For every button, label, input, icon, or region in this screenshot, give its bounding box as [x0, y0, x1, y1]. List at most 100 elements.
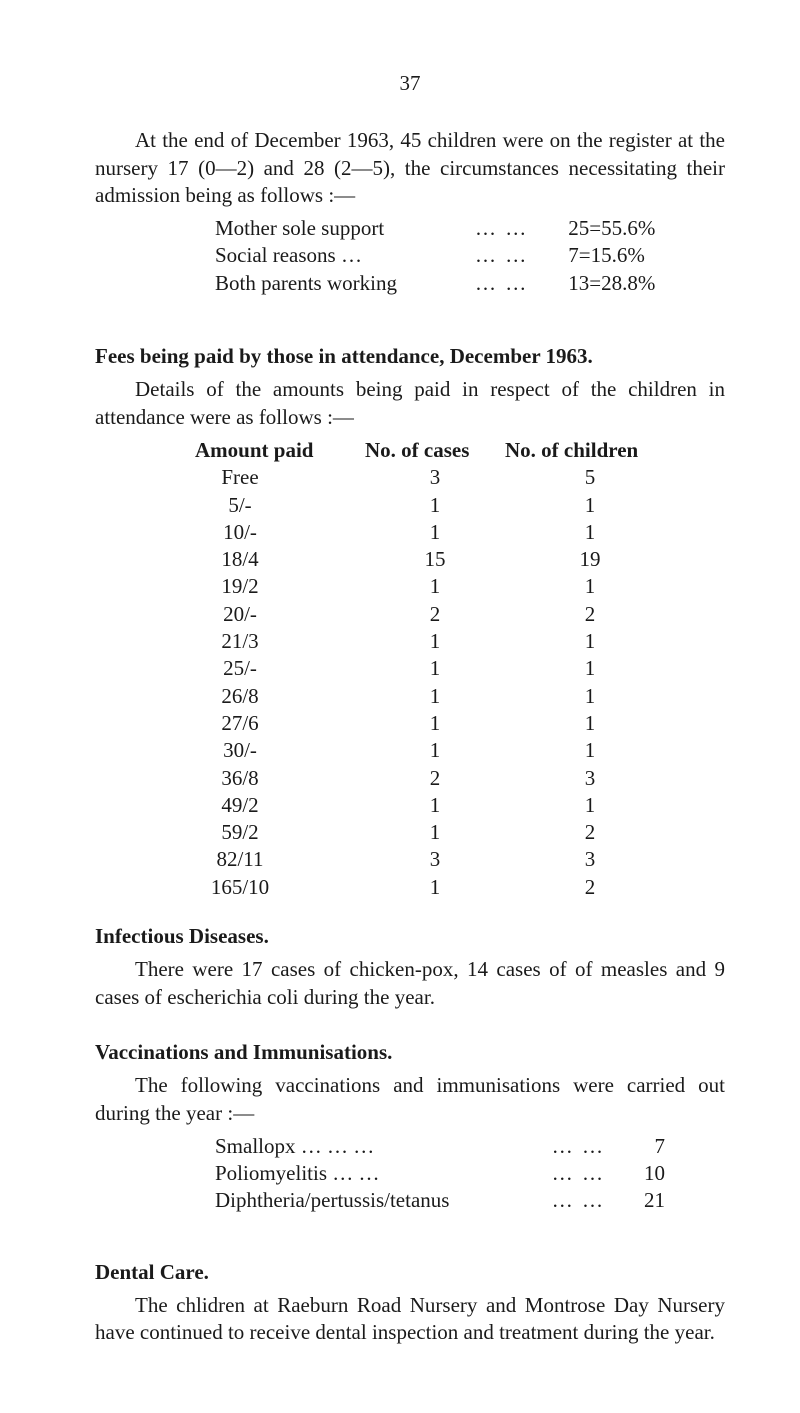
fees-table: Amount paid No. of cases No. of children… [195, 437, 725, 901]
table-row: 26/811 [195, 683, 725, 710]
table-row: 18/41519 [195, 546, 725, 573]
circ-value: 13=28.8% [568, 270, 655, 297]
list-item: Smallopx … … …… …7 [215, 1133, 725, 1160]
cell-amount: 27/6 [195, 710, 365, 737]
cell-amount: 5/- [195, 492, 365, 519]
intro-paragraph: At the end of December 1963, 45 children… [95, 127, 725, 209]
cell-amount: 25/- [195, 655, 365, 682]
cell-cases: 1 [365, 737, 505, 764]
page-number: 37 [95, 70, 725, 97]
vacc-label: Smallopx … … … [215, 1133, 505, 1160]
circ-value: 7=15.6% [568, 242, 645, 269]
cell-amount: 30/- [195, 737, 365, 764]
cell-children: 1 [505, 573, 675, 600]
cell-children: 19 [505, 546, 675, 573]
col-header-amount: Amount paid [195, 437, 365, 464]
table-row: 10/-11 [195, 519, 725, 546]
vacc-value: 21 [605, 1187, 665, 1214]
cell-cases: 1 [365, 874, 505, 901]
cell-cases: 15 [365, 546, 505, 573]
leader-dots: … … [475, 242, 528, 269]
infectious-heading: Infectious Diseases. [95, 923, 725, 950]
dental-heading: Dental Care. [95, 1259, 725, 1286]
vacc-label: Poliomyelitis … … [215, 1160, 505, 1187]
vacc-value: 10 [605, 1160, 665, 1187]
table-row: 21/311 [195, 628, 725, 655]
cell-children: 3 [505, 765, 675, 792]
list-item: Mother sole support… … 25=55.6% [215, 215, 725, 242]
cell-cases: 1 [365, 819, 505, 846]
cell-children: 1 [505, 710, 675, 737]
table-row: 5/-11 [195, 492, 725, 519]
cell-children: 1 [505, 683, 675, 710]
cell-children: 1 [505, 792, 675, 819]
fees-table-header: Amount paid No. of cases No. of children [195, 437, 725, 464]
cell-children: 1 [505, 628, 675, 655]
cell-cases: 3 [365, 846, 505, 873]
cell-children: 2 [505, 601, 675, 628]
document-page: 37 At the end of December 1963, 45 child… [0, 0, 800, 1413]
vacc-label: Diphtheria/pertussis/tetanus [215, 1187, 505, 1214]
cell-amount: 10/- [195, 519, 365, 546]
table-row: 36/823 [195, 765, 725, 792]
fees-heading: Fees being paid by those in attendance, … [95, 343, 725, 370]
cell-cases: 1 [365, 683, 505, 710]
cell-amount: Free [195, 464, 365, 491]
cell-amount: 59/2 [195, 819, 365, 846]
cell-children: 3 [505, 846, 675, 873]
leader-dots: … … [475, 270, 528, 297]
circ-label: Both parents working [215, 270, 475, 297]
list-item: Social reasons …… … 7=15.6% [215, 242, 725, 269]
cell-cases: 2 [365, 765, 505, 792]
vaccinations-heading: Vaccinations and Immunisations. [95, 1039, 725, 1066]
cell-cases: 3 [365, 464, 505, 491]
fees-intro: Details of the amounts being paid in res… [95, 376, 725, 431]
col-header-cases: No. of cases [365, 437, 505, 464]
cell-children: 2 [505, 819, 675, 846]
cell-cases: 2 [365, 601, 505, 628]
table-row: 165/1012 [195, 874, 725, 901]
cell-amount: 36/8 [195, 765, 365, 792]
circumstances-list: Mother sole support… …25=55.6%Social rea… [215, 215, 725, 297]
cell-cases: 1 [365, 519, 505, 546]
cell-cases: 1 [365, 655, 505, 682]
circ-value: 25=55.6% [568, 215, 655, 242]
table-row: 19/211 [195, 573, 725, 600]
cell-amount: 20/- [195, 601, 365, 628]
list-item: Both parents working… … 13=28.8% [215, 270, 725, 297]
cell-amount: 19/2 [195, 573, 365, 600]
infectious-paragraph: There were 17 cases of chicken-pox, 14 c… [95, 956, 725, 1011]
cell-amount: 49/2 [195, 792, 365, 819]
cell-amount: 21/3 [195, 628, 365, 655]
circ-label: Social reasons … [215, 242, 475, 269]
cell-cases: 1 [365, 710, 505, 737]
cell-children: 1 [505, 492, 675, 519]
list-item: Poliomyelitis … …… …10 [215, 1160, 725, 1187]
cell-cases: 1 [365, 573, 505, 600]
cell-amount: 165/10 [195, 874, 365, 901]
table-row: 25/-11 [195, 655, 725, 682]
col-header-children: No. of children [505, 437, 675, 464]
cell-children: 1 [505, 737, 675, 764]
dental-paragraph: The chlidren at Raeburn Road Nursery and… [95, 1292, 725, 1347]
list-item: Diphtheria/pertussis/tetanus… …21 [215, 1187, 725, 1214]
table-row: 20/-22 [195, 601, 725, 628]
circ-label: Mother sole support [215, 215, 475, 242]
vacc-value: 7 [605, 1133, 665, 1160]
cell-cases: 1 [365, 628, 505, 655]
leader-dots: … … [505, 1187, 605, 1214]
cell-amount: 26/8 [195, 683, 365, 710]
cell-cases: 1 [365, 492, 505, 519]
leader-dots: … … [475, 215, 528, 242]
cell-children: 2 [505, 874, 675, 901]
cell-children: 1 [505, 519, 675, 546]
cell-amount: 18/4 [195, 546, 365, 573]
leader-dots: … … [505, 1133, 605, 1160]
table-row: 59/212 [195, 819, 725, 846]
table-row: 82/1133 [195, 846, 725, 873]
leader-dots: … … [505, 1160, 605, 1187]
vaccinations-intro: The following vaccinations and immunisat… [95, 1072, 725, 1127]
cell-children: 1 [505, 655, 675, 682]
cell-amount: 82/11 [195, 846, 365, 873]
cell-cases: 1 [365, 792, 505, 819]
